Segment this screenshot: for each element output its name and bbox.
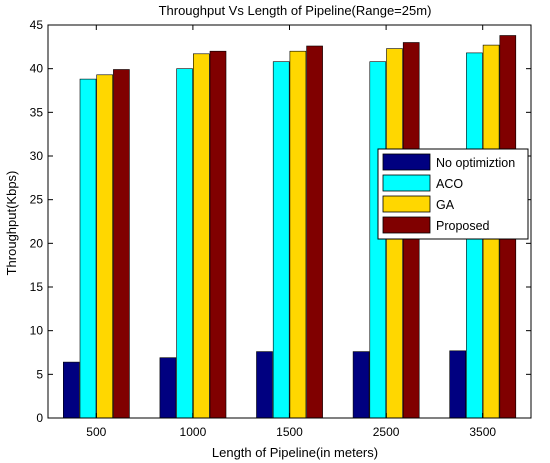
- bar-proposed-1000: [209, 50, 227, 419]
- legend: No optimiztion ACO GA Proposed: [377, 148, 529, 240]
- legend-label-ga: GA: [436, 198, 455, 212]
- bar-ga-1500: [289, 50, 307, 419]
- bar-proposed-500: [113, 69, 130, 419]
- y-tick-label: 45: [30, 18, 44, 32]
- bar-no-optimiztion-1000: [159, 357, 177, 419]
- bar-aco-1500: [272, 61, 290, 419]
- y-tick-label: 0: [36, 411, 43, 425]
- bar-no-optimiztion-500: [62, 361, 80, 419]
- y-axis-label: Throughput(Kbps): [4, 171, 19, 276]
- y-tick-label: 35: [30, 105, 44, 119]
- legend-label-aco: ACO: [436, 177, 463, 191]
- y-tick-label: 20: [30, 236, 44, 250]
- legend-label-proposed: Proposed: [436, 219, 490, 233]
- legend-label-no-optimiztion: No optimiztion: [436, 156, 515, 170]
- chart-title: Throughput Vs Length of Pipeline(Range=2…: [159, 3, 432, 18]
- y-tick-label: 15: [30, 280, 44, 294]
- bar-no-optimiztion-1500: [256, 351, 273, 419]
- legend-swatch-proposed: [382, 216, 431, 234]
- axes: 0 5 10 15 20 25 30 35 40 45 500 1000 1500 2500 3500: [30, 18, 532, 439]
- x-tick-label: 1000: [180, 425, 207, 439]
- y-tick-label: 30: [30, 149, 44, 163]
- y-tick-label: 25: [30, 193, 44, 207]
- bar-no-optimiztion-3500: [449, 350, 467, 419]
- legend-swatch-no-optimiztion: [382, 153, 431, 171]
- x-axis-label: Length of Pipeline(in meters): [212, 445, 378, 460]
- y-tick-label: 10: [30, 324, 44, 338]
- x-tick-label: 3500: [469, 425, 496, 439]
- y-tick-label: 40: [30, 62, 44, 76]
- bar-aco-1000: [176, 68, 193, 419]
- bar-proposed-1500: [306, 45, 323, 419]
- x-tick-label: 2500: [373, 425, 400, 439]
- bar-ga-1000: [193, 53, 210, 419]
- legend-swatch-ga: [382, 195, 431, 213]
- bar-ga-500: [96, 74, 113, 419]
- x-tick-label: 1500: [276, 425, 303, 439]
- y-tick-label: 5: [36, 367, 43, 381]
- bar-aco-2500: [369, 61, 387, 419]
- bar-aco-500: [79, 78, 97, 419]
- x-tick-label: 500: [86, 425, 106, 439]
- bars: [62, 35, 517, 419]
- bar-no-optimiztion-2500: [352, 351, 370, 419]
- legend-swatch-aco: [382, 174, 431, 192]
